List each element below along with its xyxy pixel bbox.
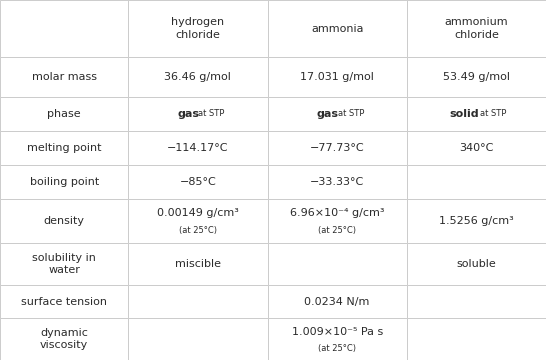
Text: 53.49 g/mol: 53.49 g/mol [443, 72, 510, 82]
Text: −85°C: −85°C [180, 177, 216, 187]
Bar [407, 165, 546, 199]
Bar [268, 319, 407, 360]
Text: 0.0234 N/m: 0.0234 N/m [305, 297, 370, 307]
Text: −77.73°C: −77.73°C [310, 143, 365, 153]
Text: dynamic
viscosity: dynamic viscosity [40, 328, 88, 350]
Text: −114.17°C: −114.17°C [167, 143, 229, 153]
Bar [0, 57, 128, 97]
Text: gas: gas [316, 109, 339, 119]
Bar [128, 165, 268, 199]
Text: hydrogen
chloride: hydrogen chloride [171, 17, 224, 40]
Text: 0.00149 g/cm³: 0.00149 g/cm³ [157, 208, 239, 218]
Bar [407, 319, 546, 360]
Text: melting point: melting point [27, 143, 102, 153]
Text: −33.33°C: −33.33°C [310, 177, 364, 187]
Bar [268, 165, 407, 199]
Bar [0, 319, 128, 360]
Bar [128, 57, 268, 97]
Text: density: density [44, 216, 85, 226]
Text: boiling point: boiling point [29, 177, 99, 187]
Bar [268, 285, 407, 319]
Bar [0, 199, 128, 243]
Bar [407, 131, 546, 165]
Text: ammonia: ammonia [311, 24, 364, 33]
Text: 1.009×10⁻⁵ Pa s: 1.009×10⁻⁵ Pa s [292, 327, 383, 337]
Bar [407, 199, 546, 243]
Text: 1.5256 g/cm³: 1.5256 g/cm³ [439, 216, 514, 226]
Text: ammonium
chloride: ammonium chloride [444, 17, 508, 40]
Text: miscible: miscible [175, 259, 221, 269]
Bar [268, 199, 407, 243]
Text: 17.031 g/mol: 17.031 g/mol [300, 72, 374, 82]
Bar [0, 97, 128, 131]
Text: solid: solid [449, 109, 479, 119]
Bar [268, 0, 407, 57]
Text: (at 25°C): (at 25°C) [318, 226, 356, 235]
Bar [268, 243, 407, 285]
Bar [407, 57, 546, 97]
Bar [128, 285, 268, 319]
Bar [128, 319, 268, 360]
Bar [0, 165, 128, 199]
Text: solubility in
water: solubility in water [32, 253, 96, 275]
Text: molar mass: molar mass [32, 72, 97, 82]
Bar [128, 243, 268, 285]
Bar [0, 243, 128, 285]
Text: gas: gas [177, 109, 199, 119]
Bar [268, 57, 407, 97]
Bar [0, 285, 128, 319]
Bar [407, 97, 546, 131]
Text: 340°C: 340°C [459, 143, 494, 153]
Bar [0, 0, 128, 57]
Bar [268, 97, 407, 131]
Text: at STP: at STP [337, 109, 364, 118]
Bar [128, 0, 268, 57]
Text: at STP: at STP [479, 109, 506, 118]
Bar [268, 131, 407, 165]
Text: soluble: soluble [456, 259, 496, 269]
Bar [128, 199, 268, 243]
Text: 36.46 g/mol: 36.46 g/mol [164, 72, 232, 82]
Text: (at 25°C): (at 25°C) [179, 226, 217, 235]
Bar [407, 285, 546, 319]
Bar [128, 131, 268, 165]
Bar [0, 131, 128, 165]
Text: (at 25°C): (at 25°C) [318, 344, 356, 353]
Text: 6.96×10⁻⁴ g/cm³: 6.96×10⁻⁴ g/cm³ [290, 208, 384, 218]
Bar [407, 243, 546, 285]
Bar [128, 97, 268, 131]
Bar [407, 0, 546, 57]
Text: phase: phase [48, 109, 81, 119]
Text: surface tension: surface tension [21, 297, 107, 307]
Text: at STP: at STP [198, 109, 225, 118]
